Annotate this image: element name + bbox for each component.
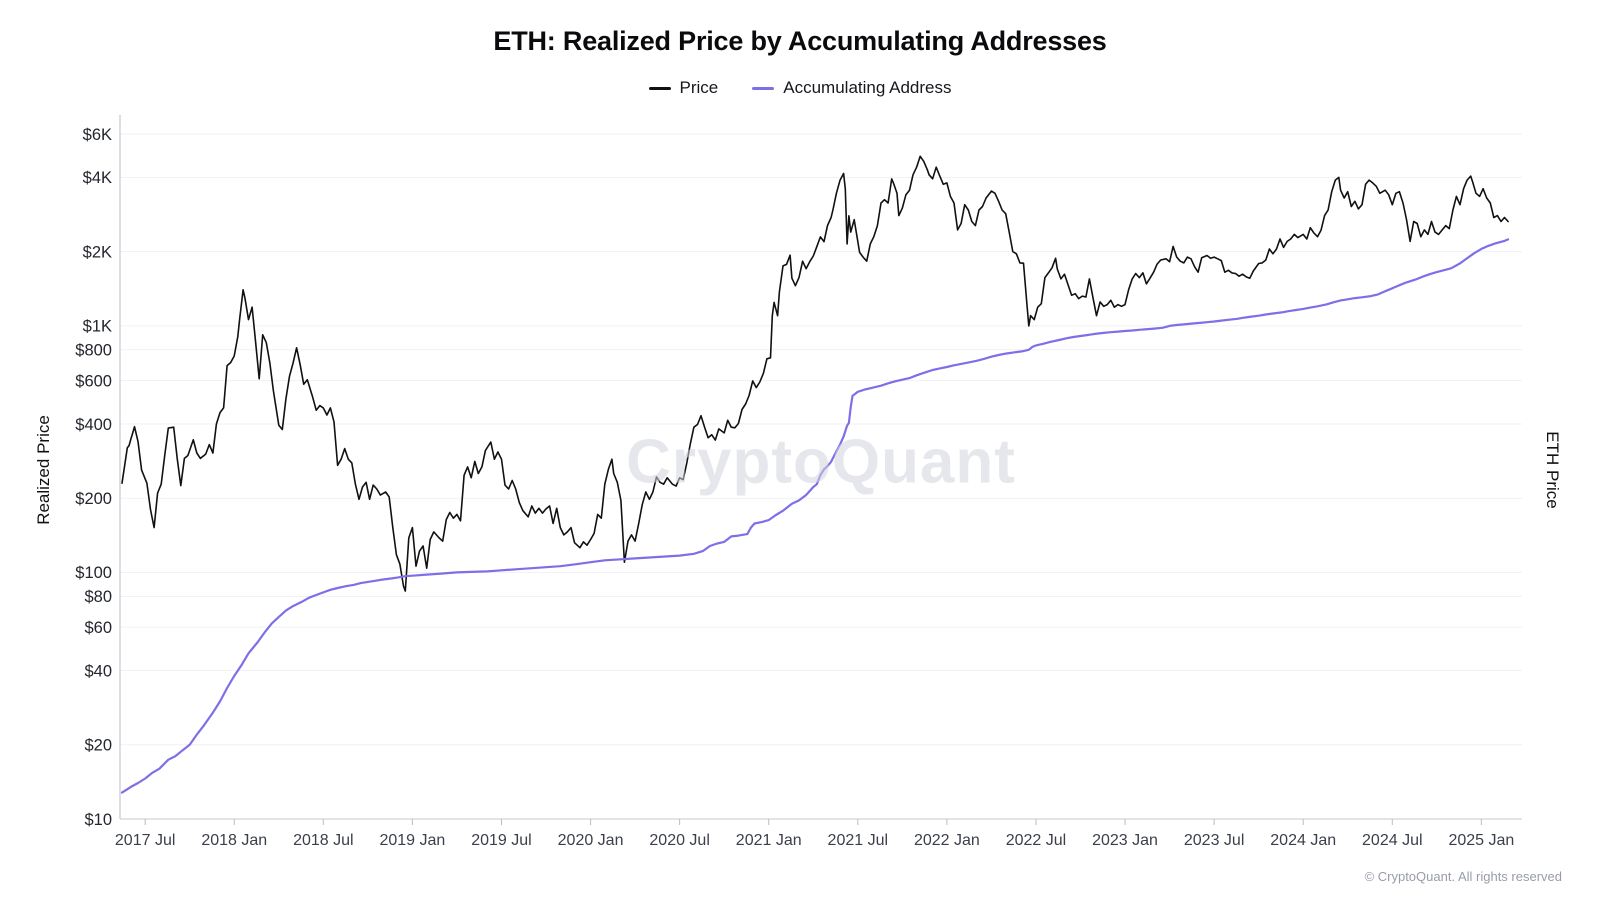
y-tick-label: $800 [75,342,112,360]
x-tick-label: 2023 Jan [1092,832,1158,849]
y-tick-label: $400 [75,416,112,434]
y-tick-label: $200 [75,490,112,508]
series-line-accumulating-address [120,238,1510,794]
x-tick-label: 2021 Jan [736,832,802,849]
x-tick-label: 2021 Jul [828,832,889,849]
x-tick-label: 2017 Jul [115,832,176,849]
x-tick-label: 2019 Jan [379,832,445,849]
x-tick-label: 2024 Jan [1270,832,1336,849]
x-tick-label: 2018 Jan [201,832,267,849]
x-tick-label: 2023 Jul [1184,832,1245,849]
y-tick-label: $60 [84,619,112,637]
y-tick-label: $2K [83,243,112,261]
legend-swatch-icon [752,86,775,90]
y-tick-label: $80 [84,588,112,606]
page-title: ETH: Realized Price by Accumulating Addr… [493,26,1107,56]
x-tick-label: 2025 Jan [1448,832,1514,849]
x-tick-label: 2018 Jul [293,832,354,849]
legend-item-price[interactable]: Price [648,78,719,98]
legend-label: Price [679,78,719,97]
legend-item-accumulating-address[interactable]: Accumulating Address [752,78,951,98]
y-tick-label: $20 [84,737,112,755]
x-tick-label: 2020 Jul [649,832,710,849]
x-tick-label: 2022 Jul [1006,832,1067,849]
y-tick-label: $100 [75,564,112,582]
legend-label: Accumulating Address [783,78,952,97]
x-tick-label: 2019 Jul [471,832,532,849]
y-tick-label: $4K [83,169,112,187]
legend-swatch-icon [648,86,671,90]
right-axis-title: ETH Price [1543,431,1562,509]
y-tick-label: $40 [84,662,112,680]
y-tick-label: $10 [84,811,112,829]
y-tick-label: $1K [83,318,112,336]
x-tick-label: 2022 Jan [914,832,980,849]
y-tick-label: $6K [83,126,112,144]
x-tick-label: 2020 Jan [558,832,624,849]
series-line-price [121,155,1509,592]
copyright-text: © CryptoQuant. All rights reserved [1364,869,1562,884]
x-tick-label: 2024 Jul [1362,832,1423,849]
legend: Price Accumulating Address [0,78,1600,98]
y-tick-label: $600 [75,372,112,390]
left-axis-title: Realized Price [34,415,53,525]
